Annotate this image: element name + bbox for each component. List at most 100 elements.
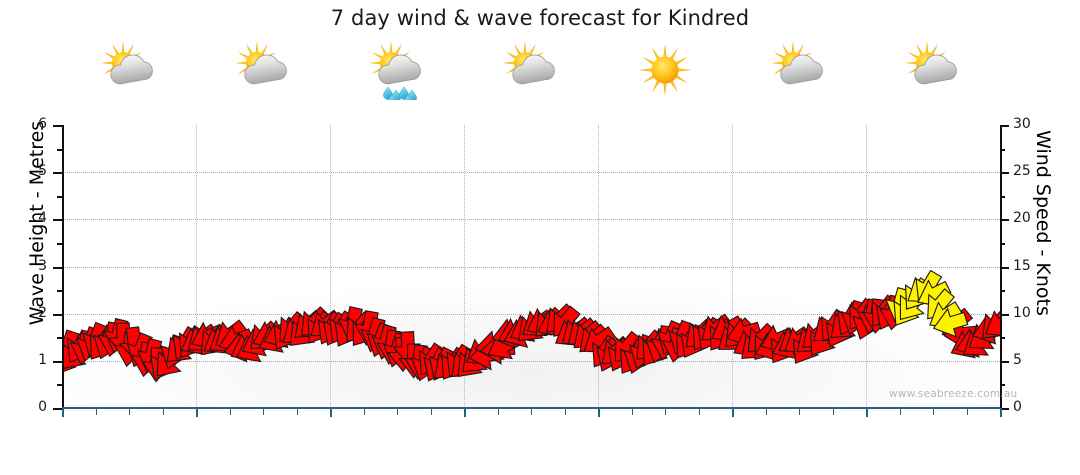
left-axis-minor-tick [57, 195, 62, 198]
x-axis-tick [598, 408, 600, 417]
day-date [196, 418, 330, 420]
x-axis-day-labels [62, 418, 1000, 468]
left-axis-tick [53, 408, 62, 410]
right-axis-line [1000, 125, 1002, 408]
right-axis-tick-label: 10 [1013, 304, 1031, 321]
x-axis-tick [62, 408, 64, 417]
plot-area [62, 125, 1000, 408]
left-axis-tick-label: 3 [38, 257, 47, 274]
x-axis-tick [799, 408, 800, 415]
day-temperature-range [598, 38, 732, 39]
day-date [866, 418, 1000, 420]
day-date [598, 418, 732, 420]
right-axis-minor-tick [1000, 195, 1005, 198]
wind-arrow-series [62, 269, 1000, 383]
left-axis-tick [53, 266, 62, 269]
sun-behind-cloud-icon [905, 41, 957, 85]
right-axis-tick-label: 15 [1013, 257, 1031, 274]
right-axis-tick [1000, 313, 1009, 316]
x-axis-tick [765, 408, 767, 415]
right-axis-tick [1000, 266, 1009, 269]
x-axis-tick [229, 408, 231, 415]
left-axis-tick-label: 4 [38, 210, 47, 227]
wind-direction-arrow [984, 310, 1000, 337]
horizontal-gridline [62, 219, 1000, 221]
right-axis-minor-tick [1000, 242, 1005, 245]
right-axis-tick-label: 30 [1013, 116, 1031, 132]
x-axis-tick [129, 408, 130, 415]
right-axis-tick [1000, 219, 1009, 222]
left-axis-line [62, 125, 64, 408]
x-axis-tick [698, 408, 700, 415]
day-date [464, 418, 598, 420]
sun-behind-cloud-icon [101, 41, 153, 85]
x-axis-tick [966, 408, 968, 415]
right-axis-tick [1000, 125, 1009, 127]
sun-behind-cloud-icon [503, 41, 555, 85]
day-date [330, 418, 464, 420]
x-axis-tick [866, 408, 868, 417]
x-label-friday [598, 418, 732, 420]
x-axis-tick [933, 408, 934, 415]
sun-behind-cloud-icon [771, 41, 823, 85]
day-temperature-range [464, 38, 598, 39]
page-title: 7 day wind & wave forecast for Kindred [330, 6, 750, 30]
x-axis-tick [196, 408, 198, 417]
day-separator-gridline [196, 125, 197, 408]
x-axis-tick [832, 408, 834, 415]
right-axis-minor-tick [1000, 384, 1005, 387]
x-axis-tick [397, 408, 398, 415]
x-axis-tick [162, 408, 164, 415]
x-label-monday [62, 418, 196, 420]
x-axis-tick [464, 408, 466, 417]
day-header-saturday [732, 38, 866, 124]
left-axis-tick [53, 172, 62, 175]
right-axis-tick [1000, 172, 1009, 175]
left-axis-tick-label: 0 [38, 399, 47, 415]
left-axis-tick-label: 6 [38, 116, 47, 132]
x-axis-tick [497, 408, 499, 415]
left-axis-tick-label: 2 [38, 304, 47, 321]
x-axis-tick [665, 408, 666, 415]
right-axis-tick-label: 5 [1013, 351, 1022, 368]
horizontal-gridline [62, 266, 1000, 268]
x-axis-tick [564, 408, 566, 415]
x-label-wednesday [330, 418, 464, 420]
x-axis-tick [1000, 408, 1002, 417]
day-date [732, 418, 866, 420]
x-axis-tick [732, 408, 734, 417]
day-temperature-range [866, 38, 1000, 39]
left-axis-minor-tick [57, 242, 62, 245]
horizontal-gridline [62, 172, 1000, 174]
day-forecast-header-band [62, 38, 1000, 124]
day-separator-gridline [464, 125, 465, 408]
day-separator-gridline [866, 125, 867, 408]
x-axis-tick [430, 408, 432, 415]
left-axis-tick [53, 360, 62, 363]
day-header-sunday [866, 38, 1000, 124]
day-header-friday [598, 38, 732, 124]
right-axis-tick-label: 0 [1013, 399, 1022, 415]
day-date [62, 418, 196, 420]
right-axis-tick [1000, 360, 1009, 363]
sun-behind-rain-cloud-icon [369, 41, 421, 100]
left-axis-tick-label: 5 [38, 163, 47, 180]
sun-icon [639, 44, 691, 96]
day-header-thursday [464, 38, 598, 124]
sun-behind-cloud-icon [235, 41, 287, 85]
x-axis-tick [531, 408, 532, 415]
right-axis-minor-tick [1000, 290, 1005, 293]
x-axis-tick [631, 408, 633, 415]
day-temperature-range [732, 38, 866, 39]
x-axis-tick [263, 408, 264, 415]
x-axis-tick [95, 408, 97, 415]
x-axis-tick [899, 408, 901, 415]
day-temperature-range [196, 38, 330, 39]
x-axis-tick [296, 408, 298, 415]
day-header-wednesday [330, 38, 464, 124]
right-axis-tick-label: 25 [1013, 163, 1031, 180]
x-label-sunday [866, 418, 1000, 420]
day-separator-gridline [598, 125, 599, 408]
x-axis-tick [363, 408, 365, 415]
